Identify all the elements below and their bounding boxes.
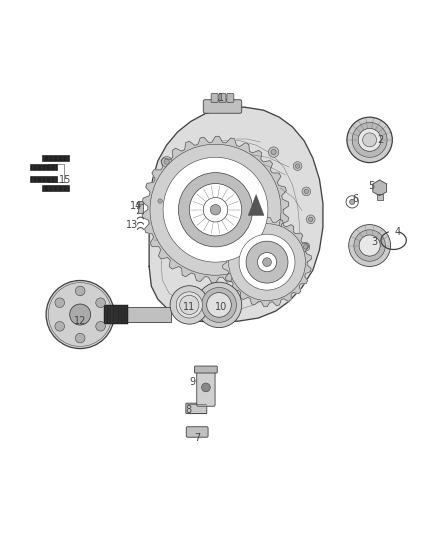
Text: 10: 10 — [215, 302, 227, 312]
Circle shape — [55, 321, 64, 331]
FancyBboxPatch shape — [186, 427, 208, 437]
Polygon shape — [248, 195, 264, 215]
Circle shape — [189, 183, 242, 236]
Circle shape — [178, 173, 253, 247]
Circle shape — [271, 149, 276, 155]
Polygon shape — [149, 107, 323, 322]
Circle shape — [201, 383, 210, 392]
Circle shape — [207, 293, 231, 317]
Bar — [30, 176, 57, 182]
Text: 6: 6 — [352, 194, 358, 204]
Circle shape — [258, 253, 277, 272]
Circle shape — [180, 295, 199, 314]
FancyBboxPatch shape — [211, 94, 218, 102]
Text: 2: 2 — [378, 135, 384, 145]
Circle shape — [358, 128, 381, 151]
Circle shape — [268, 147, 279, 157]
Text: 1: 1 — [218, 93, 224, 103]
Ellipse shape — [137, 201, 144, 205]
Circle shape — [229, 224, 305, 301]
Circle shape — [155, 197, 164, 205]
Polygon shape — [373, 180, 386, 196]
FancyBboxPatch shape — [227, 94, 234, 102]
Circle shape — [180, 295, 199, 314]
Circle shape — [350, 199, 355, 205]
Circle shape — [170, 286, 208, 324]
Bar — [377, 194, 383, 200]
Text: 8: 8 — [185, 405, 191, 415]
Circle shape — [196, 282, 242, 328]
Circle shape — [96, 298, 106, 308]
Text: 7: 7 — [194, 433, 200, 442]
Circle shape — [287, 266, 295, 275]
Circle shape — [352, 123, 387, 157]
Bar — [42, 155, 69, 161]
Circle shape — [302, 187, 311, 196]
Polygon shape — [223, 217, 311, 306]
Circle shape — [150, 144, 281, 275]
Text: 12: 12 — [74, 316, 86, 326]
Circle shape — [263, 258, 272, 266]
Circle shape — [163, 157, 268, 262]
Text: 5: 5 — [368, 181, 374, 191]
Circle shape — [289, 269, 293, 273]
Circle shape — [359, 235, 380, 256]
Circle shape — [96, 321, 106, 331]
Circle shape — [308, 217, 313, 222]
FancyBboxPatch shape — [186, 403, 207, 414]
Circle shape — [301, 243, 310, 251]
Circle shape — [210, 205, 221, 215]
Circle shape — [295, 164, 300, 168]
Circle shape — [201, 287, 237, 322]
FancyBboxPatch shape — [203, 100, 242, 113]
Circle shape — [203, 198, 228, 222]
Circle shape — [303, 245, 307, 249]
Circle shape — [269, 282, 274, 287]
Polygon shape — [104, 305, 128, 324]
Circle shape — [293, 161, 302, 171]
Text: 15: 15 — [59, 175, 71, 185]
Circle shape — [246, 241, 288, 283]
Circle shape — [161, 157, 172, 167]
Circle shape — [358, 128, 381, 151]
Polygon shape — [101, 306, 171, 322]
Circle shape — [267, 280, 276, 289]
Text: 4: 4 — [395, 228, 401, 237]
Polygon shape — [142, 136, 289, 283]
Circle shape — [239, 234, 295, 290]
Circle shape — [359, 235, 380, 256]
Circle shape — [358, 128, 381, 151]
FancyBboxPatch shape — [219, 94, 226, 102]
Circle shape — [191, 185, 240, 234]
Bar — [42, 185, 69, 191]
Circle shape — [207, 293, 231, 317]
Circle shape — [70, 304, 91, 325]
Circle shape — [363, 133, 377, 147]
Circle shape — [46, 280, 114, 349]
Text: 14: 14 — [130, 201, 142, 211]
Circle shape — [349, 224, 391, 266]
Circle shape — [176, 292, 202, 318]
Circle shape — [304, 189, 308, 193]
Circle shape — [55, 298, 64, 308]
Circle shape — [207, 293, 231, 317]
Bar — [138, 203, 143, 213]
FancyBboxPatch shape — [194, 366, 217, 373]
Circle shape — [164, 159, 169, 164]
Text: 3: 3 — [371, 238, 377, 247]
Circle shape — [347, 117, 392, 163]
Circle shape — [158, 199, 162, 203]
Circle shape — [359, 235, 380, 256]
Circle shape — [75, 286, 85, 296]
Text: 9: 9 — [190, 377, 196, 387]
FancyBboxPatch shape — [197, 369, 215, 406]
Circle shape — [354, 230, 385, 261]
Circle shape — [306, 215, 315, 224]
Circle shape — [75, 333, 85, 343]
Text: 13: 13 — [127, 220, 139, 230]
Text: 11: 11 — [183, 302, 195, 312]
Bar — [30, 164, 57, 170]
